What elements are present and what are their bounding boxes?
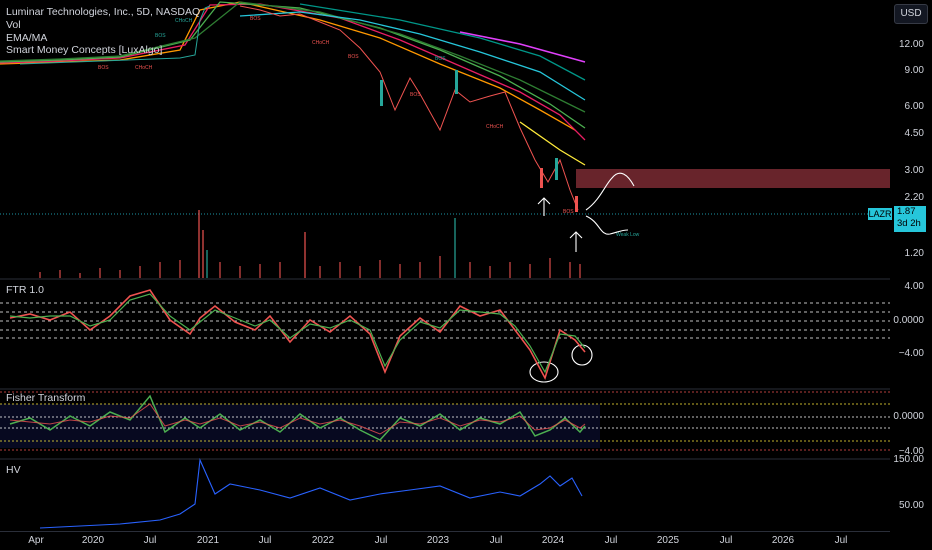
- price-tick: 12.00: [898, 39, 924, 50]
- currency-button[interactable]: USD: [894, 4, 928, 24]
- time-tick: 2022: [311, 535, 335, 546]
- price-candles: [19, 5, 579, 212]
- smc-label: BOS: [435, 56, 446, 62]
- time-tick: Jul: [374, 535, 388, 546]
- ftr-pane-label[interactable]: FTR 1.0: [6, 284, 44, 296]
- fisher-tick: 0.0000: [893, 411, 924, 422]
- hv-line: [39, 457, 583, 529]
- smc-label: BOS: [410, 92, 421, 98]
- price-tick: 6.00: [904, 101, 924, 112]
- price-tick: 3.00: [904, 165, 924, 176]
- hv-pane-label[interactable]: HV: [6, 464, 21, 476]
- time-tick: Jul: [719, 535, 733, 546]
- ftr-line: [9, 289, 586, 381]
- indicator-volume[interactable]: Vol: [6, 18, 21, 31]
- fisher-trigger-line: [9, 403, 586, 435]
- ftr-tick: 0.0000: [893, 315, 924, 326]
- time-tick: Apr: [28, 535, 44, 546]
- time-tick: 2021: [196, 535, 220, 546]
- hv-tick: 150.00: [893, 454, 924, 465]
- fisher-tick: −4.00: [898, 446, 924, 457]
- last-price: 1.87: [897, 206, 916, 217]
- time-tick: 2020: [81, 535, 105, 546]
- ftr-signal-line: [9, 293, 586, 374]
- ticker-symbol-badge: LAZR: [868, 208, 892, 220]
- time-tick: 2025: [656, 535, 680, 546]
- smc-label: CHoCH: [486, 124, 504, 130]
- volume-bars: [39, 210, 581, 278]
- supply-zone: [576, 169, 890, 188]
- symbol-title[interactable]: Luminar Technologies, Inc., 5D, NASDAQ: [6, 6, 201, 18]
- time-tick: 2023: [426, 535, 450, 546]
- ftr-tick: −4.00: [898, 348, 924, 359]
- smc-label: CHoCH: [312, 40, 330, 46]
- price-tick: 4.50: [904, 128, 924, 139]
- time-tick: 2024: [541, 535, 565, 546]
- smc-label: CHoCH: [175, 18, 193, 24]
- price-tick: 2.20: [904, 192, 924, 203]
- hv-tick: 50.00: [898, 500, 924, 511]
- ftr-levels: [0, 302, 890, 339]
- time-tick: Jul: [489, 535, 503, 546]
- annotation-drawings: [529, 172, 635, 383]
- smc-label: BOS: [563, 209, 574, 215]
- weak-low-label: Weak Low: [616, 232, 640, 238]
- indicator-smc[interactable]: Smart Money Concepts [LuxAlgo]: [6, 44, 163, 57]
- time-tick: 2026: [771, 535, 795, 546]
- price-axis[interactable]: USD 12.00 9.00 6.00 4.50 3.00 2.20 1.20 …: [890, 0, 932, 550]
- last-price-badge: 1.87 3d 2h: [894, 206, 926, 232]
- time-axis[interactable]: Apr 2020 Jul 2021 Jul 2022 Jul 2023 Jul …: [0, 531, 890, 550]
- time-tick: Jul: [604, 535, 618, 546]
- time-tick: Jul: [258, 535, 272, 546]
- smc-label: BOS: [98, 65, 109, 71]
- smc-label: BOS: [348, 54, 359, 60]
- bar-countdown: 3d 2h: [897, 217, 921, 229]
- fisher-levels: [0, 391, 890, 451]
- ftr-tick: 4.00: [904, 281, 924, 292]
- price-tick: 9.00: [904, 65, 924, 76]
- smc-label: BOS: [250, 16, 261, 22]
- ema-ribbon: [0, 1, 586, 166]
- fisher-pane-label[interactable]: Fisher Transform: [6, 392, 86, 404]
- time-tick: Jul: [834, 535, 848, 546]
- chart-canvas[interactable]: BOS CHoCH BOS CHoCH BOS BOS CHoCH BOS BO…: [0, 0, 890, 532]
- indicator-ema-ma[interactable]: EMA/MA: [6, 31, 48, 44]
- chart-legend: Luminar Technologies, Inc., 5D, NASDAQ V…: [6, 6, 200, 57]
- smc-label: CHoCH: [135, 65, 153, 71]
- price-tick: 1.20: [904, 248, 924, 259]
- time-tick: Jul: [143, 535, 157, 546]
- smc-label: BOS: [155, 33, 166, 39]
